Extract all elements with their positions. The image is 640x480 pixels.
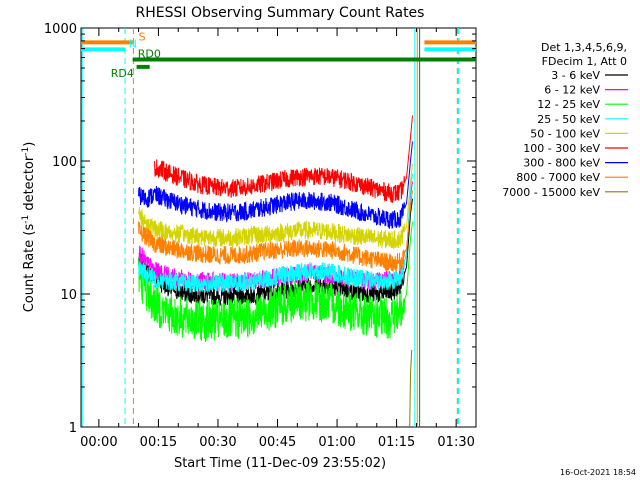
y-axis-label-sup2: -1 [21, 147, 31, 156]
legend-entry-label: 300 - 800 keV [523, 157, 600, 170]
x-tick-label: 00:45 [259, 435, 296, 450]
legend-header-line-1: Det 1,3,4,5,6,9, [541, 41, 627, 54]
x-tick-label: 01:15 [378, 435, 415, 450]
legend-entry-label: 6 - 12 keV [544, 84, 600, 97]
x-axis-label: Start Time (11-Dec-09 23:55:02) [174, 456, 386, 471]
series-line [138, 141, 413, 229]
x-tick-label: 01:30 [437, 435, 474, 450]
x-tick-label: 00:30 [199, 435, 236, 450]
x-tick-label: 00:00 [80, 435, 117, 450]
legend-entry-label: 100 - 300 keV [523, 142, 600, 155]
series-line [138, 173, 413, 293]
y-axis-label: Count Rate (s-1 detector-1) [21, 142, 37, 313]
series-group [138, 115, 413, 428]
series-line [409, 349, 413, 428]
chart-title: RHESSI Observing Summary Count Rates [136, 5, 425, 21]
series-line [138, 221, 413, 342]
y-tick-label: 1 [69, 421, 77, 436]
legend-header-line-2: FDecim 1, Att 0 [542, 55, 627, 68]
y-axis-label-mid: detector [22, 155, 37, 215]
y-tick-label: 10 [60, 288, 77, 303]
plot-frame [80, 27, 477, 428]
series-line [138, 163, 413, 249]
y-tick-label: 1000 [44, 22, 77, 37]
flag-label: RD4 [111, 67, 134, 80]
legend-entry-label: 50 - 100 keV [530, 127, 600, 140]
y-axis-label-close: ) [22, 142, 37, 147]
vertical-lines [81, 28, 460, 427]
legend-entry-label: 12 - 25 keV [537, 98, 600, 111]
y-tick-label: 100 [52, 155, 77, 170]
timestamp: 16-Oct-2021 18:54 [560, 468, 636, 477]
series-line [138, 190, 413, 272]
series-line [153, 115, 413, 204]
legend: Det 1,3,4,5,6,9, FDecim 1, Att 0 3 - 6 k… [502, 41, 628, 199]
x-tick-label: 01:00 [318, 435, 355, 450]
legend-entry-label: 3 - 6 keV [551, 69, 600, 82]
flag-label: RD0 [138, 47, 161, 60]
legend-entry-label: 7000 - 15000 keV [502, 186, 600, 199]
x-tick-label: 00:15 [140, 435, 177, 450]
y-axis-label-sup1: -1 [21, 215, 31, 224]
axis-ticks: 00:00 00:15 00:30 00:45 01:00 01:15 01:30 1 10 10… [44, 22, 476, 450]
y-axis-label-main: Count Rate (s [22, 224, 37, 313]
legend-entry-label: 800 - 7000 keV [516, 171, 600, 184]
flag-label: S [139, 30, 146, 43]
legend-entry-label: 25 - 50 keV [537, 113, 600, 126]
flag-label: N [129, 37, 137, 50]
